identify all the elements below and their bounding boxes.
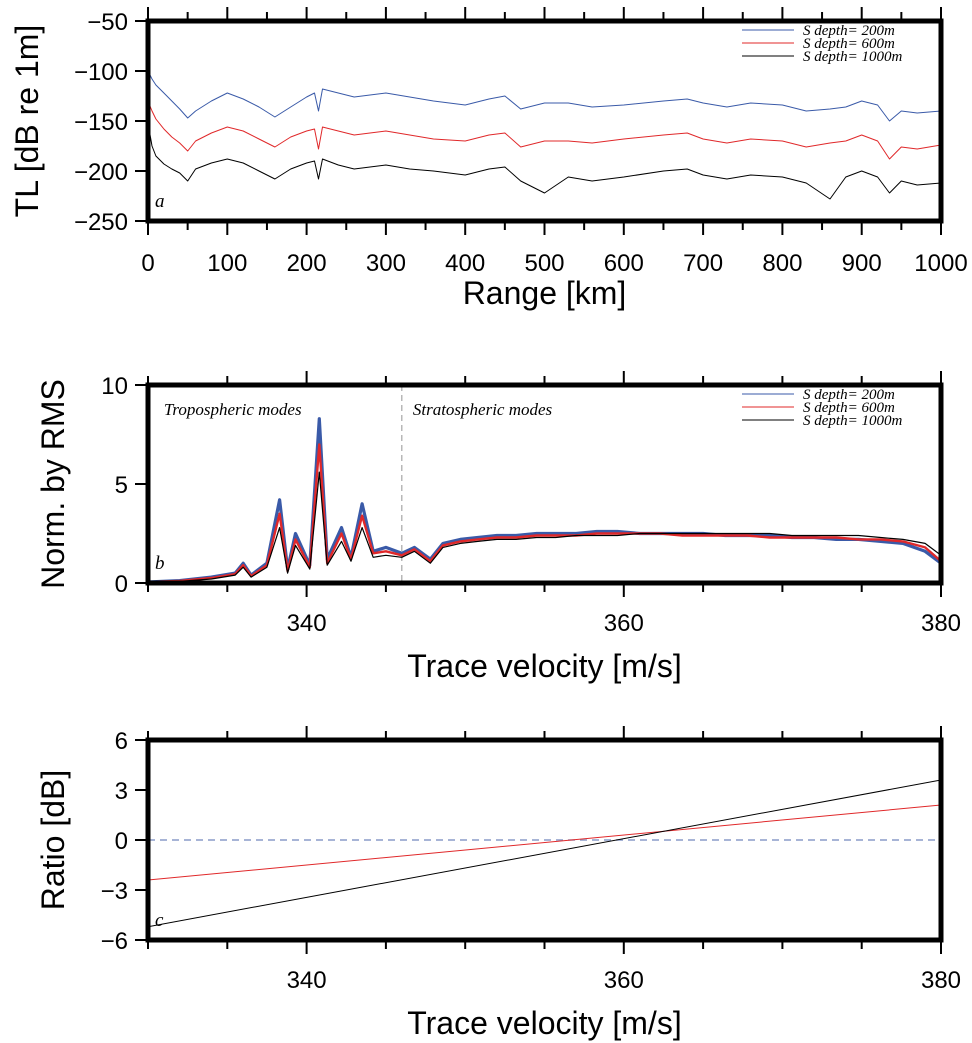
y-tick-label: 10	[101, 373, 128, 400]
plot-frame	[145, 382, 944, 586]
series-line-1	[148, 443, 941, 583]
y-tick-label: 6	[115, 728, 128, 755]
series-group	[148, 70, 941, 200]
x-tick-label: 340	[287, 967, 327, 994]
y-tick-label: 3	[115, 778, 128, 805]
x-tick-label: 300	[366, 250, 406, 277]
y-tick-label: −3	[101, 878, 128, 905]
y-tick-label: 5	[115, 472, 128, 499]
x-axis-title: Trace velocity [m/s]	[407, 648, 681, 684]
x-tick-label: 0	[141, 250, 154, 277]
legend-entry: S depth= 1000m	[803, 49, 902, 65]
plot-frame	[145, 737, 944, 943]
x-tick-label: 380	[921, 610, 961, 637]
x-tick-label: 340	[287, 610, 327, 637]
x-tick-label: 380	[921, 967, 961, 994]
y-tick-label: −250	[74, 209, 128, 236]
y-axis-title: Norm. by RMS	[35, 379, 71, 589]
x-tick-label: 1000	[914, 250, 967, 277]
panel-b: 340 360 380 0 5 10 Trace velocity [m/s] Norm. b…	[35, 371, 961, 684]
plot-frame	[145, 18, 944, 224]
series-line-0	[148, 417, 941, 583]
panel-label: a	[155, 191, 165, 212]
series-line-2	[148, 471, 941, 583]
series-group	[148, 779, 941, 928]
y-tick-label: −6	[101, 928, 128, 955]
x-axis-title: Range [km]	[463, 275, 627, 311]
mode-annotation: Stratospheric modes	[413, 400, 553, 419]
x-tick-label: 600	[604, 250, 644, 277]
x-tick-label: 200	[287, 250, 327, 277]
legend-entry: S depth= 200m	[803, 387, 895, 403]
y-tick-label: −150	[74, 109, 128, 136]
panel-label: b	[155, 553, 165, 574]
legend-entry: S depth= 1000m	[803, 413, 902, 429]
x-tick-label: 500	[524, 250, 564, 277]
y-tick-label: 0	[115, 571, 128, 598]
x-tick-label: 100	[207, 250, 247, 277]
series-group	[148, 417, 941, 583]
y-tick-label: −50	[87, 9, 128, 36]
panel-a: 0 100 200 300 400 500 600 700 800 900 1000 −250 −200…	[9, 7, 968, 311]
series-line-0	[148, 70, 941, 122]
x-axis-title: Trace velocity [m/s]	[407, 1005, 681, 1041]
x-tick-label: 400	[445, 250, 485, 277]
y-tick-label: −200	[74, 159, 128, 186]
x-tick-label: 800	[762, 250, 802, 277]
x-tick-label: 360	[604, 967, 644, 994]
series-line-0	[148, 804, 941, 881]
legend-entry: S depth= 200m	[803, 23, 895, 39]
legend-entry: S depth= 600m	[803, 400, 895, 416]
y-tick-label: −100	[74, 59, 128, 86]
panel-label: c	[155, 910, 164, 931]
series-line-1	[148, 100, 941, 160]
series-line-1	[148, 779, 941, 928]
mode-annotation: Tropospheric modes	[164, 400, 302, 419]
y-tick-label: 0	[115, 828, 128, 855]
y-axis-title: TL [dB re 1m]	[9, 25, 45, 218]
panel-c: 340 360 380 −6 −3 0 3 6 Trace velocity [m/s] Rati…	[35, 726, 961, 1041]
legend-entry: S depth= 600m	[803, 36, 895, 52]
y-axis-title: Ratio [dB]	[35, 770, 71, 911]
x-tick-label: 700	[683, 250, 723, 277]
x-tick-label: 900	[842, 250, 882, 277]
x-tick-label: 360	[604, 610, 644, 637]
series-line-2	[148, 122, 941, 200]
